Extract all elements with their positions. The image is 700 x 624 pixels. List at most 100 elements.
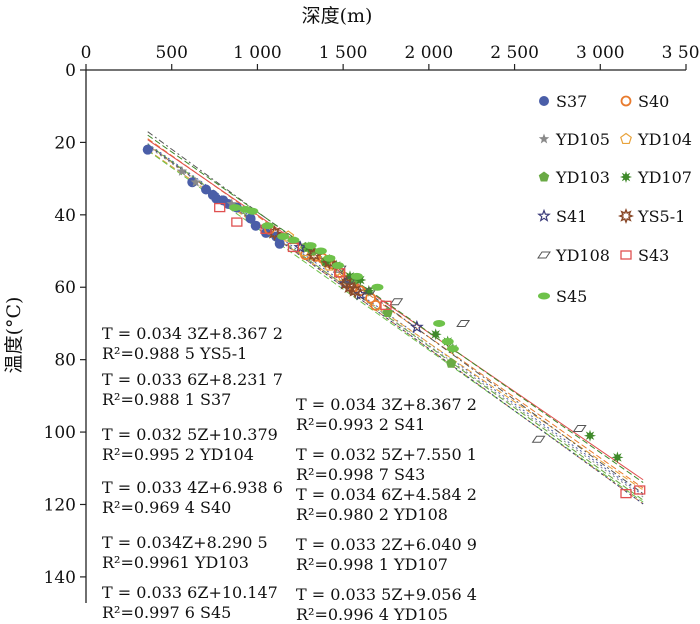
y-tick-label: 80 — [54, 351, 76, 371]
legend-marker-yd103 — [538, 171, 550, 182]
r-squared-text: R²=0.998 1 YD107 — [296, 555, 448, 574]
equation-text: T = 0.033 6Z+8.231 7 — [102, 370, 283, 389]
point-s45 — [441, 338, 454, 346]
point-s41 — [337, 276, 352, 290]
x-tick-label: 1 000 — [233, 43, 282, 63]
legend-label-s41: S41 — [556, 207, 587, 226]
point-s45 — [277, 233, 290, 241]
point-s37 — [201, 184, 211, 195]
point-ys5-1 — [341, 279, 359, 296]
point-s37 — [250, 220, 261, 231]
r-squared-text: R²=0.996 4 YD105 — [296, 605, 448, 624]
point-s43 — [231, 217, 243, 227]
legend-label-s43: S43 — [638, 246, 669, 265]
point-ys5-1 — [347, 282, 364, 299]
equation-text: T = 0.033 4Z+6.938 6 — [102, 478, 283, 497]
point-s45 — [371, 283, 384, 291]
r-squared-text: R²=0.997 6 S45 — [102, 603, 231, 622]
y-tick-label: 60 — [54, 278, 76, 298]
legend-marker-yd107 — [620, 171, 632, 183]
point-yd105 — [176, 165, 188, 176]
equation-text: T = 0.034 6Z+4.584 2 — [296, 485, 477, 504]
y-tick-label: 100 — [44, 423, 76, 443]
point-yd108 — [456, 319, 471, 327]
legend-marker-ys5-1 — [617, 207, 635, 225]
point-yd107 — [611, 451, 624, 464]
point-s45 — [446, 345, 459, 353]
x-tick-label: 500 — [155, 43, 187, 63]
point-s45 — [229, 204, 242, 212]
r-squared-text: R²=0.969 4 S40 — [102, 498, 231, 517]
point-yd103 — [445, 357, 457, 368]
legend-marker-s40 — [620, 95, 632, 107]
point-s43 — [620, 488, 632, 499]
point-yd107 — [429, 328, 442, 341]
x-tick-label: 3 000 — [576, 43, 625, 63]
legend-label-ys5-1: YS5-1 — [637, 207, 685, 226]
r-squared-text: R²=0.9961 YD103 — [102, 553, 249, 572]
point-s37 — [274, 238, 285, 249]
legend-marker-s37 — [539, 96, 549, 106]
point-s43 — [214, 202, 226, 213]
legend-label-yd103: YD103 — [555, 168, 610, 187]
point-yd105 — [226, 198, 237, 209]
equation-text: T = 0.034 3Z+8.367 2 — [296, 395, 477, 414]
x-tick-label: 1 500 — [319, 43, 368, 63]
point-s43 — [634, 485, 646, 495]
legend-label-s40: S40 — [638, 92, 669, 111]
legend-marker-s45 — [538, 292, 550, 300]
legend-marker-yd104 — [620, 132, 632, 145]
point-s41 — [293, 240, 308, 254]
equation-text: T = 0.033 6Z+10.147 — [102, 583, 278, 602]
point-s45 — [433, 319, 446, 327]
axes: 0 500 1 000 1 500 2 000 2 500 3 000 3 500 0 20 40 6… — [44, 43, 700, 603]
point-s45 — [332, 262, 344, 270]
point-s45 — [350, 272, 363, 280]
legend-label-yd107: YD107 — [637, 168, 692, 187]
point-s45 — [246, 207, 259, 215]
fit-line-s43 — [147, 139, 644, 481]
x-tick-label: 2 000 — [405, 43, 454, 63]
data-points — [142, 144, 646, 499]
y-tick-label: 20 — [54, 133, 76, 153]
legend-marker-s41 — [537, 208, 551, 222]
point-yd105 — [190, 176, 201, 187]
equation-text: T = 0.032 5Z+10.379 — [102, 425, 278, 444]
legend: S37 S40 YD105 YD104 YD103 YD107 S41 YS5-1 YD108 S… — [537, 92, 692, 306]
point-yd108 — [389, 298, 404, 306]
r-squared-text: R²=0.988 5 YS5-1 — [102, 344, 247, 363]
point-yd108 — [531, 435, 546, 443]
point-s41 — [409, 319, 424, 333]
legend-label-yd108: YD108 — [555, 246, 610, 265]
x-tick-label: 0 — [81, 43, 92, 63]
point-yd107 — [584, 429, 596, 442]
y-axis-title: 温度(°C) — [3, 297, 25, 374]
legend-label-s45: S45 — [556, 287, 587, 306]
point-s37 — [142, 144, 153, 155]
equation-text: T = 0.034 3Z+8.367 2 — [102, 324, 283, 343]
point-s45 — [323, 254, 336, 262]
point-s45 — [314, 247, 327, 255]
point-s45 — [261, 222, 274, 230]
legend-marker-s43 — [620, 250, 632, 260]
point-s45 — [304, 242, 317, 250]
legend-label-s37: S37 — [556, 92, 587, 111]
x-axis-title: 深度(m) — [302, 5, 373, 27]
equation-annotations: T = 0.034 3Z+8.367 2R²=0.988 5 YS5-1T = … — [102, 324, 477, 624]
r-squared-text: R²=0.980 2 YD108 — [296, 505, 448, 524]
y-tick-label: 120 — [44, 495, 76, 515]
legend-label-yd105: YD105 — [555, 130, 610, 149]
equation-text: T = 0.033 2Z+6.040 9 — [296, 535, 477, 554]
point-s43 — [380, 300, 392, 310]
y-tick-label: 40 — [54, 206, 76, 226]
r-squared-text: R²=0.993 2 S41 — [296, 415, 425, 434]
r-squared-text: R²=0.998 7 S43 — [296, 465, 425, 484]
x-tick-label: 3 500 — [662, 43, 700, 63]
r-squared-text: R²=0.995 2 YD104 — [102, 445, 254, 464]
x-tick-label: 2 500 — [490, 43, 539, 63]
point-yd108 — [572, 424, 587, 432]
r-squared-text: R²=0.988 1 S37 — [102, 390, 231, 409]
point-s37 — [245, 213, 256, 224]
equation-text: T = 0.032 5Z+7.550 1 — [296, 445, 477, 464]
